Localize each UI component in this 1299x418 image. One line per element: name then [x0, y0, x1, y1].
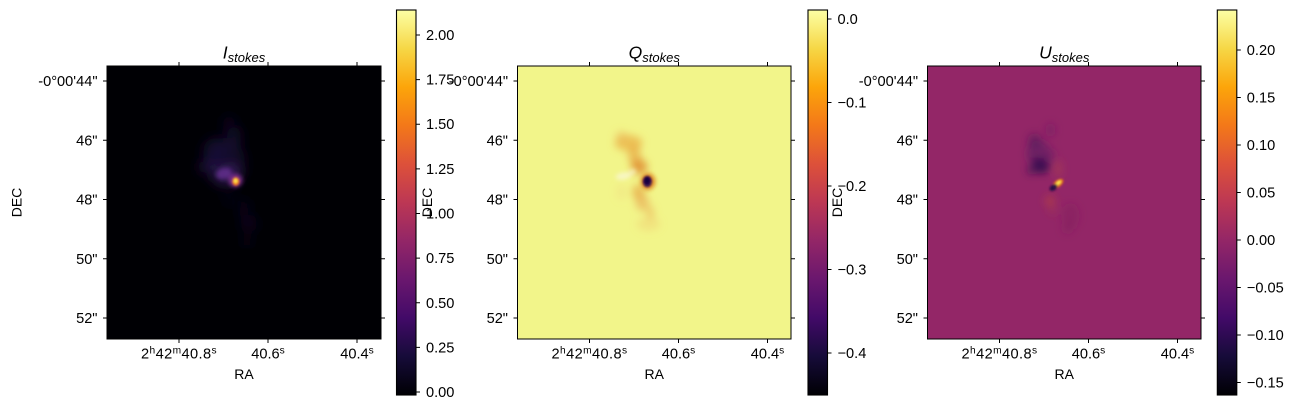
svg-text:46": 46"	[897, 133, 918, 149]
svg-text:40.4s: 40.4s	[751, 346, 785, 363]
svg-text:2h42m40.8s: 2h42m40.8s	[141, 346, 217, 363]
svg-text:50": 50"	[897, 252, 918, 268]
svg-text:0.50: 0.50	[426, 296, 454, 312]
svg-text:48": 48"	[76, 193, 97, 209]
svg-text:40.4s: 40.4s	[1161, 346, 1195, 363]
svg-text:1.75: 1.75	[426, 73, 454, 89]
svg-text:52": 52"	[897, 311, 918, 327]
svg-text:−0.2: −0.2	[838, 179, 867, 195]
svg-text:40.6s: 40.6s	[662, 346, 696, 363]
svg-text:RA: RA	[234, 366, 254, 382]
svg-text:DEC: DEC	[9, 188, 25, 218]
svg-text:0.00: 0.00	[1247, 233, 1275, 249]
svg-text:DEC: DEC	[419, 188, 435, 218]
svg-text:−0.3: −0.3	[838, 263, 867, 279]
svg-text:1.00: 1.00	[426, 207, 454, 223]
svg-text:52": 52"	[76, 311, 97, 327]
svg-text:−0.10: −0.10	[1247, 328, 1284, 344]
svg-text:2.00: 2.00	[426, 28, 454, 44]
svg-text:-0°00'44": -0°00'44"	[38, 74, 97, 90]
svg-text:48": 48"	[487, 193, 508, 209]
svg-text:46": 46"	[76, 133, 97, 149]
svg-text:0.75: 0.75	[426, 251, 454, 267]
svg-text:2h42m40.8s: 2h42m40.8s	[551, 346, 627, 363]
svg-text:−0.05: −0.05	[1247, 281, 1284, 297]
svg-text:0.00: 0.00	[426, 385, 454, 401]
svg-text:40.6s: 40.6s	[251, 346, 285, 363]
svg-text:0.15: 0.15	[1247, 91, 1275, 107]
svg-text:-0°00'44": -0°00'44"	[449, 74, 508, 90]
svg-text:0.25: 0.25	[426, 340, 454, 356]
svg-text:48": 48"	[897, 193, 918, 209]
svg-text:40.6s: 40.6s	[1072, 346, 1106, 363]
svg-text:2h42m40.8s: 2h42m40.8s	[961, 346, 1037, 363]
svg-text:50": 50"	[76, 252, 97, 268]
svg-text:0.05: 0.05	[1247, 186, 1275, 202]
svg-text:RA: RA	[1055, 366, 1075, 382]
svg-text:1.25: 1.25	[426, 162, 454, 178]
svg-text:50": 50"	[487, 252, 508, 268]
svg-text:−0.15: −0.15	[1247, 376, 1284, 392]
svg-text:40.4s: 40.4s	[340, 346, 374, 363]
svg-text:46": 46"	[487, 133, 508, 149]
svg-text:1.50: 1.50	[426, 117, 454, 133]
svg-text:0.0: 0.0	[838, 12, 858, 28]
svg-text:DEC: DEC	[829, 188, 845, 218]
svg-text:0.10: 0.10	[1247, 138, 1275, 154]
svg-text:RA: RA	[645, 366, 665, 382]
svg-text:0.20: 0.20	[1247, 43, 1275, 59]
svg-text:52": 52"	[487, 311, 508, 327]
svg-text:-0°00'44": -0°00'44"	[859, 74, 918, 90]
svg-text:−0.4: −0.4	[838, 346, 867, 362]
svg-text:−0.1: −0.1	[838, 96, 867, 112]
